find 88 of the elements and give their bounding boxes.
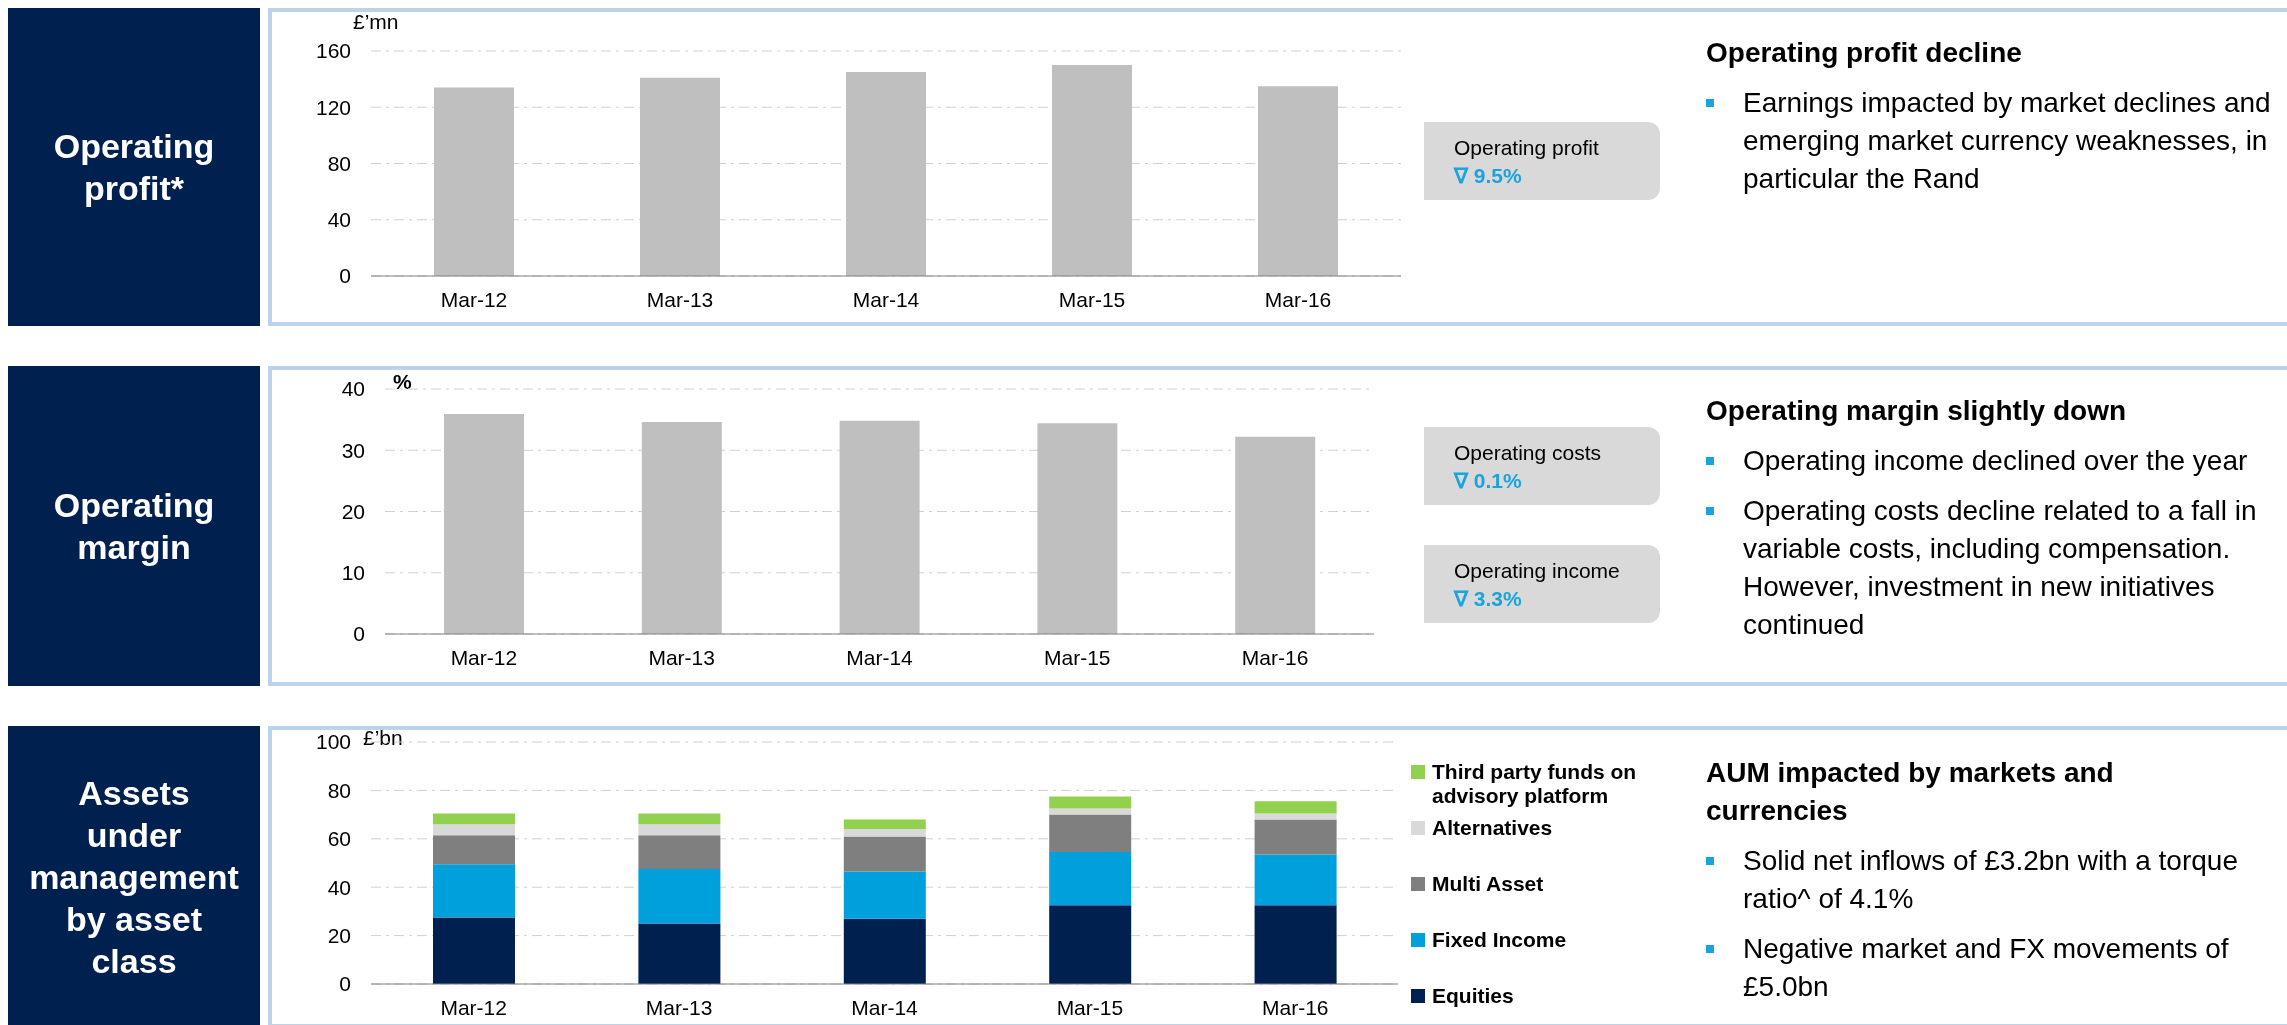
bar bbox=[640, 77, 720, 276]
bar bbox=[434, 87, 514, 276]
text: Assets under management by asset class bbox=[8, 726, 260, 1025]
text: Operating income ∇ 3.3% bbox=[1454, 558, 1621, 612]
x-tick-label: Mar-15 bbox=[1044, 645, 1111, 669]
legend-label: Multi Asset bbox=[1432, 872, 1544, 896]
y-axis-title: £’bn bbox=[363, 726, 403, 750]
bar bbox=[843, 819, 926, 830]
y-tick-label: 60 bbox=[327, 827, 351, 851]
bar bbox=[433, 864, 515, 918]
y-tick-label: 40 bbox=[341, 377, 365, 401]
bar bbox=[1049, 796, 1132, 809]
bar bbox=[638, 923, 721, 984]
bar bbox=[1037, 423, 1118, 634]
bar bbox=[843, 918, 926, 984]
bar bbox=[1235, 436, 1316, 634]
bar bbox=[638, 813, 721, 825]
x-tick-label: Mar-13 bbox=[648, 645, 715, 669]
bar bbox=[1254, 905, 1337, 984]
x-tick-label: Mar-14 bbox=[851, 995, 919, 1019]
text: Operating profit* bbox=[8, 8, 260, 326]
text: Operating profit decline bbox=[1706, 36, 2023, 70]
y-tick-label: 100 bbox=[315, 730, 351, 754]
x-tick-label: Mar-16 bbox=[1264, 287, 1332, 311]
bar bbox=[843, 871, 926, 919]
bar bbox=[433, 835, 515, 865]
y-tick-label: 40 bbox=[327, 875, 351, 899]
bar bbox=[1254, 819, 1337, 855]
text: Solid net inflows of £3.2bn with a torque ratio^ of 4.1% bbox=[1743, 844, 2239, 916]
y-tick-label: 80 bbox=[327, 151, 351, 175]
bar bbox=[1254, 813, 1337, 820]
x-tick-label: Mar-15 bbox=[1058, 287, 1126, 311]
bar bbox=[839, 420, 920, 634]
bar bbox=[1052, 65, 1132, 276]
bar bbox=[638, 869, 721, 924]
y-tick-label: 20 bbox=[327, 924, 351, 948]
y-axis-title: £’mn bbox=[353, 10, 399, 34]
bar bbox=[638, 824, 721, 836]
bar bbox=[433, 824, 515, 836]
text: Operating margin bbox=[8, 366, 260, 686]
x-tick-label: Mar-14 bbox=[852, 287, 920, 311]
bar bbox=[1049, 808, 1132, 815]
bar bbox=[1254, 854, 1337, 906]
y-tick-label: 120 bbox=[315, 95, 351, 119]
x-tick-label: Mar-15 bbox=[1056, 995, 1124, 1019]
y-tick-label: 0 bbox=[339, 972, 351, 996]
bar bbox=[1258, 86, 1338, 276]
text: Operating margin slightly down bbox=[1706, 394, 2128, 428]
y-axis-title: % bbox=[393, 370, 412, 394]
text: Earnings impacted by market declines and emerging market currency weaknesses, in particular the Rand bbox=[1743, 86, 2271, 196]
bar bbox=[638, 835, 721, 870]
text: Operating costs decline related to a fall in variable costs, including compensation. However, investment in new initiatives continued bbox=[1743, 494, 2258, 642]
y-tick-label: 30 bbox=[341, 438, 365, 462]
text: Operating profit ∇ 9.5% bbox=[1454, 135, 1600, 189]
y-tick-label: 0 bbox=[353, 622, 365, 646]
x-tick-label: Mar-12 bbox=[440, 995, 507, 1019]
bar bbox=[1049, 814, 1132, 853]
bar bbox=[433, 917, 515, 984]
legend-label: Fixed Income bbox=[1432, 928, 1567, 952]
text: Negative market and FX movements of £5.0bn bbox=[1743, 932, 2230, 1004]
bar bbox=[843, 829, 926, 837]
bar bbox=[843, 836, 926, 872]
x-tick-label: Mar-14 bbox=[846, 645, 914, 669]
x-tick-label: Mar-12 bbox=[440, 287, 508, 311]
x-tick-label: Mar-12 bbox=[450, 645, 518, 669]
legend-label: Alternatives bbox=[1432, 816, 1553, 840]
x-tick-label: Mar-13 bbox=[645, 995, 713, 1019]
y-tick-label: 10 bbox=[341, 561, 365, 585]
x-tick-label: Mar-16 bbox=[1241, 645, 1309, 669]
y-tick-label: 160 bbox=[315, 39, 351, 63]
y-tick-label: 80 bbox=[327, 778, 351, 802]
y-tick-label: 40 bbox=[327, 208, 351, 232]
bar bbox=[1254, 801, 1337, 814]
text: Operating income declined over the year bbox=[1743, 444, 2248, 478]
bar bbox=[433, 813, 515, 825]
y-tick-label: 20 bbox=[341, 499, 365, 523]
x-tick-label: Mar-16 bbox=[1262, 995, 1329, 1019]
y-tick-label: 0 bbox=[339, 264, 351, 288]
bar bbox=[444, 414, 524, 634]
x-tick-label: Mar-13 bbox=[646, 287, 714, 311]
legend-label: Third party funds on advisory platform bbox=[1432, 760, 1638, 808]
bar bbox=[1049, 905, 1132, 984]
text: AUM impacted by markets and currencies bbox=[1706, 756, 2115, 828]
text: Operating costs ∇ 0.1% bbox=[1454, 440, 1603, 494]
bar bbox=[641, 422, 722, 634]
bar bbox=[1049, 852, 1132, 906]
legend-label: Equities bbox=[1432, 984, 1514, 1008]
bar bbox=[846, 72, 926, 276]
